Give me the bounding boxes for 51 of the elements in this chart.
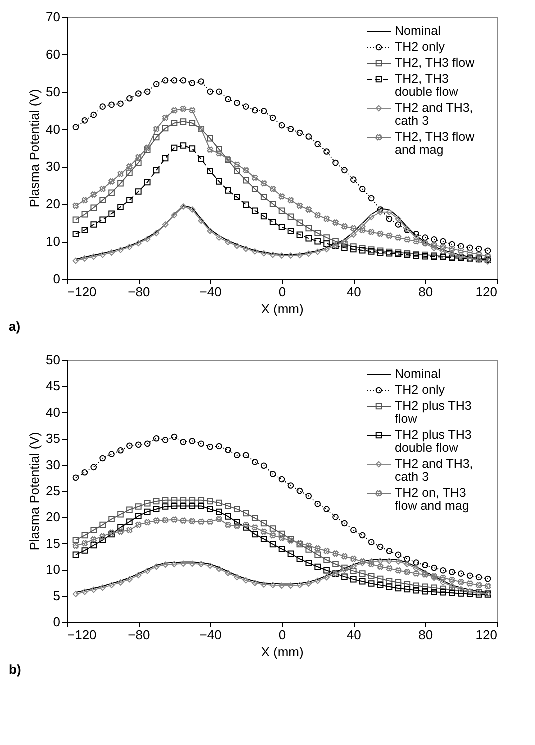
text: b): [9, 662, 22, 677]
x-tick-label: 40: [346, 284, 362, 300]
x-tick-label: 40: [346, 628, 362, 642]
y-tick-label: 60: [46, 46, 60, 62]
y-tick-label: 15: [46, 536, 60, 551]
y-axis-title: Plasma Potential (V): [27, 432, 42, 551]
x-tick-label: 120: [476, 628, 498, 642]
y-tick-label: 70: [46, 10, 60, 24]
y-tick-label: 10: [46, 562, 60, 578]
legend-label: TH2 only: [395, 383, 446, 397]
legend-label: TH2 plus TH3 flow: [395, 399, 472, 426]
x-tick-label: 80: [418, 284, 434, 300]
legend-label: Nominal: [395, 367, 441, 381]
y-tick-label: 40: [46, 404, 60, 420]
legend-label: TH2 and TH3, cath 3: [395, 101, 474, 128]
y-tick-label: 30: [46, 457, 60, 472]
x-tick-label: −80: [128, 284, 150, 300]
y-tick-label: 5: [53, 588, 60, 604]
x-tick-label: 0: [278, 284, 286, 300]
y-tick-label: 40: [46, 122, 60, 137]
y-tick-label: 0: [53, 272, 60, 286]
legend-label: TH2, TH3 flow: [395, 56, 476, 70]
legend-label: Nominal: [395, 24, 441, 38]
y-tick-label: 50: [46, 84, 60, 100]
y-tick-label: 45: [46, 378, 60, 394]
y-tick-label: 25: [46, 484, 60, 498]
x-tick-label: −80: [128, 628, 150, 642]
legend-label: TH2 on, TH3 flow and mag: [395, 486, 470, 513]
y-tick-label: 35: [46, 431, 60, 446]
y-tick-label: 20: [46, 196, 60, 212]
legend-label: TH2 and TH3, cath 3: [395, 457, 474, 484]
legend-label: TH2, TH3 double flow: [395, 72, 460, 99]
x-tick-label: −120: [68, 628, 97, 642]
y-tick-label: 30: [46, 159, 60, 174]
legend-label: TH2, TH3 flow and mag: [395, 130, 476, 157]
legend-label: TH2 only: [395, 40, 446, 54]
x-axis-title: X (mm): [261, 644, 304, 660]
text: a): [9, 319, 21, 334]
legend-label: TH2 plus TH3 double flow: [395, 428, 472, 455]
y-tick-label: 50: [46, 352, 60, 368]
x-tick-label: 120: [476, 284, 498, 300]
y-tick-label: 0: [53, 614, 60, 630]
x-tick-label: 0: [278, 628, 286, 642]
x-axis-title: X (mm): [261, 302, 304, 316]
x-tick-label: −40: [200, 284, 222, 300]
x-tick-label: −120: [68, 284, 97, 300]
y-tick-label: 20: [46, 510, 60, 525]
y-tick-label: 10: [46, 234, 60, 250]
x-tick-label: −40: [200, 628, 222, 642]
x-tick-label: 80: [418, 628, 434, 642]
y-axis-title: Plasma Potential (V): [27, 89, 42, 208]
